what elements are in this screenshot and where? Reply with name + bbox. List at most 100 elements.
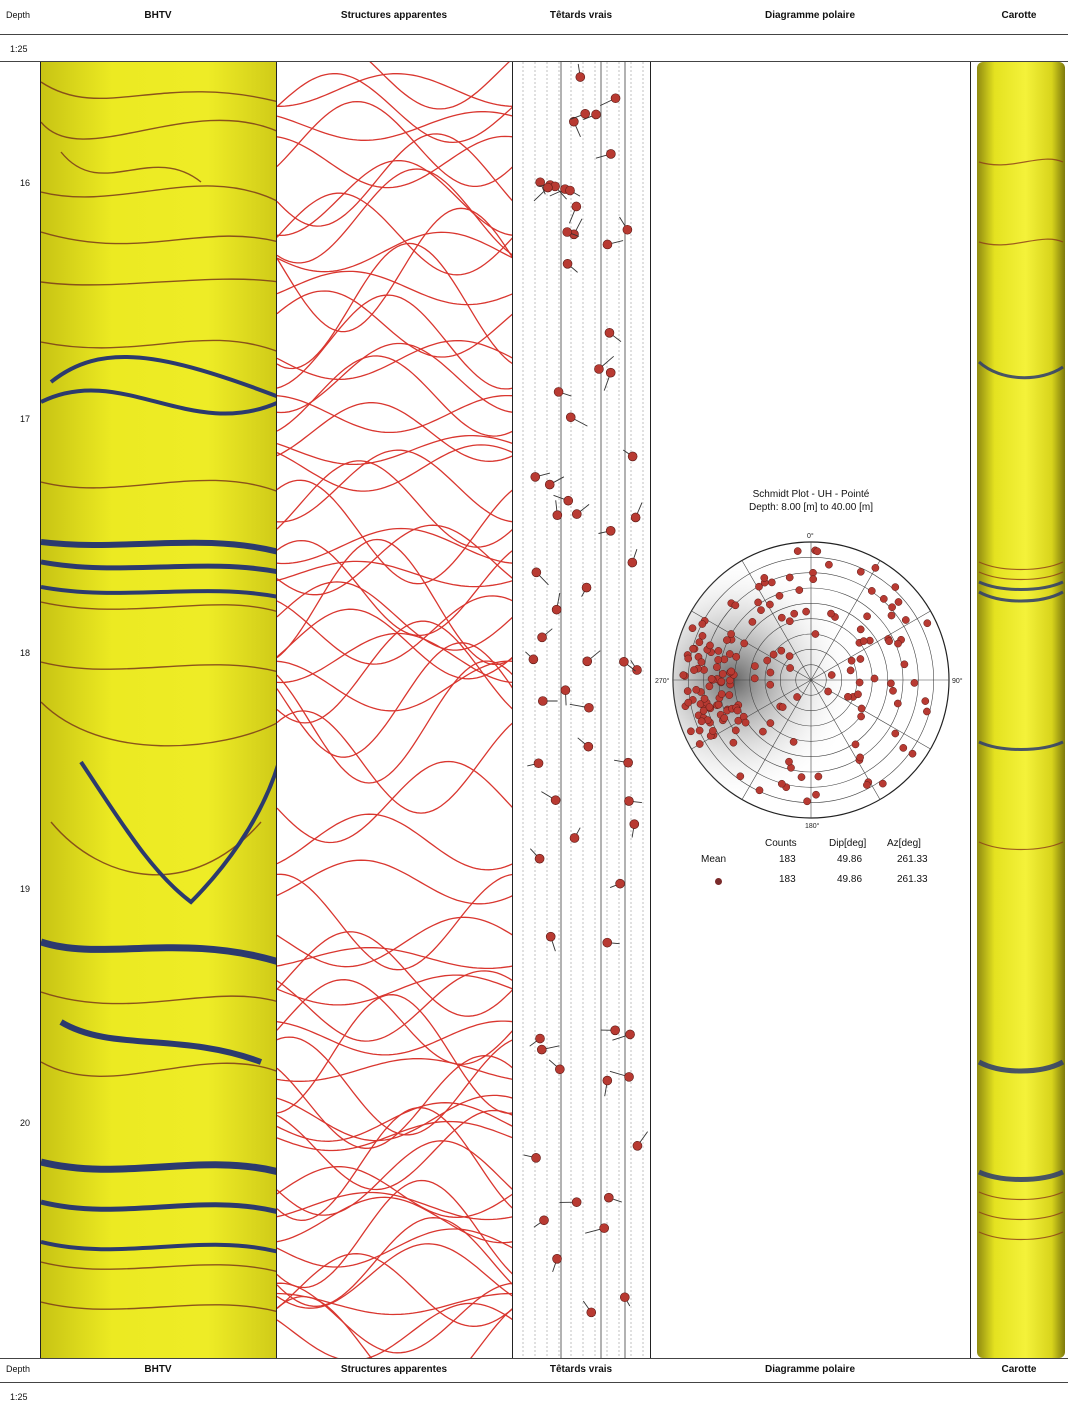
stereonet-pole-point — [695, 638, 704, 647]
footer-top-line — [0, 1358, 1068, 1359]
stereonet-pole-point — [901, 616, 910, 624]
tadpole-head — [624, 1072, 634, 1082]
tadpole-head — [530, 472, 541, 482]
tadpole-head — [543, 182, 553, 193]
sinusoid-trace — [277, 135, 513, 189]
sinusoid-trace — [277, 460, 513, 548]
sinusoid-trace — [277, 355, 513, 437]
stereonet-pole-point — [714, 700, 723, 709]
stats-row1-dip: 49.86 — [837, 874, 863, 885]
sinusoid-trace — [277, 242, 513, 370]
sinusoid-trace — [277, 970, 513, 1042]
footer-title-polar: Diagramme polaire — [764, 1364, 856, 1375]
stereonet-pole-point — [688, 624, 697, 633]
tadpole-head — [560, 685, 571, 696]
stereonet-pole-point — [769, 650, 778, 659]
footer-title-bhtv: BHTV — [144, 1364, 172, 1375]
tadpole-head — [531, 1153, 541, 1163]
tadpole-head — [623, 757, 633, 768]
sinusoid-trace — [277, 581, 513, 651]
stereonet-pole-point — [785, 652, 794, 660]
tadpole-head — [552, 510, 563, 520]
stereonet-pole-point — [687, 727, 695, 736]
sinusoid-trace — [277, 994, 513, 1114]
stereonet-pole-point — [921, 697, 930, 705]
stereonet-pole-point — [824, 687, 832, 696]
stereonet-pole-point — [697, 658, 706, 666]
stereonet-pole-point — [757, 606, 765, 614]
tadpole-head — [544, 479, 555, 490]
stereonet-pole-point — [863, 781, 871, 789]
stereonet-pole-point — [684, 698, 693, 707]
sinusoid-trace — [277, 1295, 513, 1358]
stereonet-pole-point — [797, 773, 806, 781]
tetards-vrais-track — [512, 62, 652, 1358]
stats-row1-az: 261.33 — [897, 874, 928, 885]
sinusoid-trace — [277, 538, 513, 666]
sinusoid-trace — [277, 1102, 513, 1142]
stereonet-pole-point — [755, 582, 763, 591]
sinusoid-trace — [277, 111, 513, 141]
stereonet-pole-point — [695, 726, 704, 735]
stats-row0-dip: 49.86 — [837, 854, 863, 865]
tadpole-head — [602, 1075, 613, 1086]
tadpole-head — [605, 526, 616, 536]
stereonet-pole-point — [727, 667, 736, 676]
tadpole-head — [550, 795, 561, 805]
sinusoid-trace — [277, 479, 513, 585]
depth-track: 16 17 18 19 20 — [0, 62, 40, 1358]
stereonet-pole-point — [793, 693, 801, 701]
stereonet-pole-point — [690, 666, 698, 674]
sinusoid-trace — [277, 1109, 513, 1191]
sinusoid-trace — [277, 294, 513, 390]
stereonet-pole-point — [844, 692, 852, 701]
stereonet-pole-point — [785, 617, 794, 626]
tadpole-head — [562, 227, 572, 237]
stereonet-pole-point — [759, 727, 767, 736]
structures-apparentes-track — [276, 62, 514, 1358]
stereonet-pole-point — [863, 612, 871, 621]
sinusoid-trace — [277, 873, 513, 971]
stereonet-pole-point — [847, 656, 856, 665]
tadpole-head — [552, 1253, 562, 1264]
tadpole-head — [632, 665, 642, 675]
column-title-tetards: Têtards vrais — [549, 10, 613, 21]
stereonet-pole-point — [802, 607, 810, 616]
sinusoid-trace — [277, 560, 513, 588]
tadpole-head — [627, 557, 638, 568]
sinusoid-trace — [277, 339, 513, 381]
sinusoid-trace — [277, 1140, 513, 1216]
stereonet-pole-point — [725, 691, 734, 699]
sinusoid-trace — [277, 1191, 513, 1221]
tadpole-plot — [522, 62, 648, 1358]
stereonet-pole-point — [857, 704, 866, 713]
stereonet-pole-point — [698, 620, 707, 628]
sinusoid-trace — [277, 1055, 513, 1149]
tadpole-head — [539, 1215, 549, 1226]
tadpole-head — [571, 201, 582, 212]
depth-tick-16: 16 — [20, 178, 31, 188]
stereonet-pole-point — [887, 611, 896, 620]
polar-title-line2: Depth: 8.00 [m] to 40.00 [m] — [749, 502, 873, 513]
stereonet-pole-point — [731, 726, 740, 735]
stereonet-pole-point — [811, 630, 820, 638]
stereonet-pole-point — [786, 664, 794, 672]
sinusoid-trace — [277, 859, 513, 905]
core-image — [977, 62, 1065, 1358]
depth-tick-20: 20 — [20, 1118, 31, 1128]
sinusoid-trace — [277, 394, 513, 434]
stereonet-pole-point — [717, 677, 726, 686]
stereonet-pole-point — [714, 656, 723, 664]
tadpole-head — [536, 1044, 547, 1055]
stereonet-pole-point — [683, 687, 692, 695]
tadpole-head — [583, 741, 594, 752]
tadpole-head — [629, 819, 640, 829]
stereonet-pole-point — [731, 601, 740, 610]
sinusoid-trace — [277, 1228, 513, 1268]
sinusoid-trace — [277, 539, 513, 637]
sinusoid-trace — [277, 642, 513, 758]
sinusoid-trace — [277, 660, 513, 784]
sinusoid-trace — [277, 608, 513, 680]
stereonet-pole-point — [717, 690, 726, 698]
stereonet-pole-point — [888, 603, 896, 612]
